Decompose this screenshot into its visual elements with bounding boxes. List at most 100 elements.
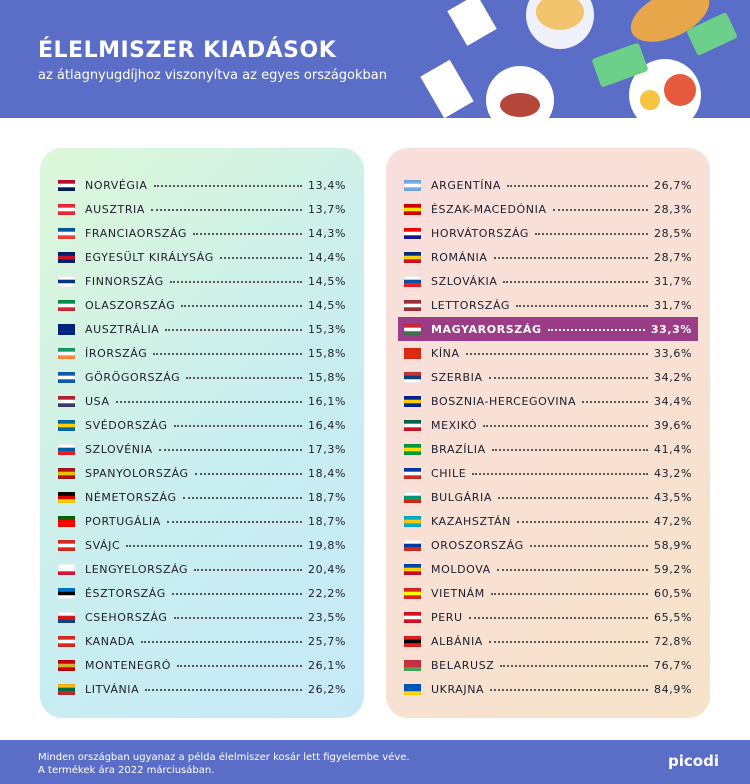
- flag-icon: [58, 251, 75, 263]
- country-name: SZLOVÉNIA: [85, 442, 153, 456]
- country-row: GÖRÖGORSZÁG 15,8%: [58, 365, 346, 389]
- flag-icon: [404, 467, 421, 479]
- share-value: 34,4%: [654, 394, 692, 408]
- country-name: SPANYOLORSZÁG: [85, 466, 189, 480]
- country-name: ALBÁNIA: [431, 634, 483, 648]
- flag-icon: [58, 323, 75, 335]
- country-row: ROMÁNIA 28,7%: [404, 245, 692, 269]
- flag-icon: [404, 275, 421, 287]
- dot-leader: [153, 185, 303, 187]
- flag-icon: [404, 611, 421, 623]
- title: ÉLELMISZER KIADÁSOK: [38, 38, 337, 63]
- country-name: UKRAJNA: [431, 682, 485, 696]
- country-row: MEXIKÓ 39,6%: [404, 413, 692, 437]
- header: ÉLELMISZER KIADÁSOK az átlagnyugdíjhoz v…: [0, 0, 750, 118]
- country-row: MONTENEGRÓ 26,1%: [58, 653, 346, 677]
- country-name: OROSZORSZÁG: [431, 538, 524, 552]
- flag-icon: [404, 491, 421, 503]
- country-row: VIETNÁM 60,5%: [404, 581, 692, 605]
- country-row: KANADA 25,7%: [58, 629, 346, 653]
- country-name: CSEHORSZÁG: [85, 610, 168, 624]
- flag-icon: [58, 179, 75, 191]
- footer-note: A termékek ára 2022 márciusában.: [38, 765, 215, 776]
- dot-leader: [173, 425, 303, 427]
- country-name: HORVÁTORSZÁG: [431, 226, 530, 240]
- country-name: ÍRORSZÁG: [85, 346, 148, 360]
- country-row: BELARUSZ 76,7%: [404, 653, 692, 677]
- share-value: 14,5%: [308, 274, 346, 288]
- dot-leader: [158, 449, 303, 451]
- share-value: 18,7%: [308, 490, 346, 504]
- share-value: 59,2%: [654, 562, 692, 576]
- share-value: 13,7%: [308, 202, 346, 216]
- share-value: 72,8%: [654, 634, 692, 648]
- share-value: 16,1%: [308, 394, 346, 408]
- country-name: PERU: [431, 610, 463, 624]
- dot-leader: [472, 473, 649, 475]
- flag-icon: [404, 227, 421, 239]
- country-name: SZLOVÁKIA: [431, 274, 498, 288]
- share-value: 43,2%: [654, 466, 692, 480]
- share-value: 31,7%: [654, 298, 692, 312]
- dot-leader: [517, 521, 649, 523]
- footer-note: Minden országban ugyanaz a példa élelmis…: [38, 752, 410, 763]
- country-row: PORTUGÁLIA 18,7%: [58, 509, 346, 533]
- flag-icon: [404, 683, 421, 695]
- dot-leader: [181, 305, 303, 307]
- share-value: 23,5%: [308, 610, 346, 624]
- country-row: SPANYOLORSZÁG 18,4%: [58, 461, 346, 485]
- country-name: MAGYARORSZÁG: [431, 322, 542, 336]
- dot-leader: [490, 593, 649, 595]
- country-row: LENGYELORSZÁG 20,4%: [58, 557, 346, 581]
- right-panel: ARGENTÍNA 26,7% ÉSZAK-MACEDÓNIA 28,3% HORVÁT…: [386, 148, 710, 718]
- share-value: 16,4%: [308, 418, 346, 432]
- country-row: KÍNA 33,6%: [404, 341, 692, 365]
- country-name: SVÁJC: [85, 538, 121, 552]
- share-value: 15,3%: [308, 322, 346, 336]
- share-value: 26,1%: [308, 658, 346, 672]
- subtitle: az átlagnyugdíjhoz viszonyítva az egyes …: [38, 68, 387, 83]
- flag-icon: [58, 611, 75, 623]
- country-name: MEXIKÓ: [431, 418, 478, 432]
- country-name: ROMÁNIA: [431, 250, 488, 264]
- flag-icon: [58, 203, 75, 215]
- flag-icon: [404, 179, 421, 191]
- share-value: 15,8%: [308, 346, 346, 360]
- country-name: BULGÁRIA: [431, 490, 492, 504]
- country-row: AUSZTRÁLIA 15,3%: [58, 317, 346, 341]
- flag-icon: [58, 539, 75, 551]
- country-row: LETTORSZÁG 31,7%: [404, 293, 692, 317]
- dot-leader: [516, 305, 649, 307]
- country-name: AUSZTRIA: [85, 202, 146, 216]
- share-value: 17,3%: [308, 442, 346, 456]
- country-name: ARGENTÍNA: [431, 178, 501, 192]
- country-row: BOSZNIA-HERCEGOVINA 34,4%: [404, 389, 692, 413]
- dot-leader: [507, 185, 649, 187]
- dot-leader: [465, 353, 649, 355]
- list: NORVÉGIA 13,4% AUSZTRIA 13,7% FRANCIAORSZÁG 1…: [58, 173, 346, 701]
- dot-leader: [582, 401, 649, 403]
- flag-icon: [404, 515, 421, 527]
- dot-leader: [115, 401, 303, 403]
- share-value: 14,4%: [308, 250, 346, 264]
- country-row: ÍRORSZÁG 15,8%: [58, 341, 346, 365]
- country-row: BRAZÍLIA 41,4%: [404, 437, 692, 461]
- country-name: MONTENEGRÓ: [85, 658, 172, 672]
- share-value: 14,3%: [308, 226, 346, 240]
- dot-leader: [151, 209, 303, 211]
- country-name: BELARUSZ: [431, 658, 495, 672]
- flag-icon: [404, 635, 421, 647]
- flag-icon: [58, 419, 75, 431]
- country-row: EGYESÜLT KIRÁLYSÁG 14,4%: [58, 245, 346, 269]
- country-row: KAZAHSZTÁN 47,2%: [404, 509, 692, 533]
- flag-icon: [404, 323, 421, 335]
- dot-leader: [169, 281, 303, 283]
- country-name: SVÉDORSZÁG: [85, 418, 168, 432]
- share-value: 18,4%: [308, 466, 346, 480]
- flag-icon: [404, 539, 421, 551]
- country-row: PERU 65,5%: [404, 605, 692, 629]
- left-panel: NORVÉGIA 13,4% AUSZTRIA 13,7% FRANCIAORSZÁG 1…: [40, 148, 364, 718]
- country-name: KANADA: [85, 634, 135, 648]
- country-row: LITVÁNIA 26,2%: [58, 677, 346, 701]
